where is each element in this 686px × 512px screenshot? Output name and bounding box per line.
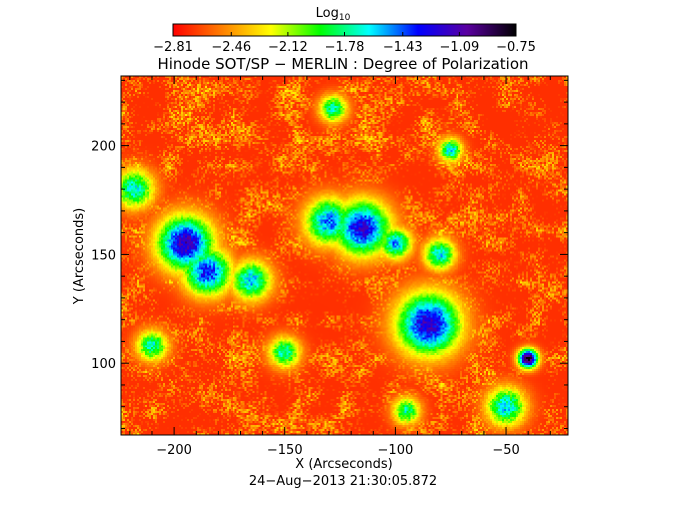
colorbar-tick-label: −0.75 — [496, 40, 536, 55]
chart-title: Hinode SOT/SP − MERLIN : Degree of Polar… — [157, 55, 528, 73]
heatmap-image — [121, 76, 568, 435]
colorbar-ticks: −2.81 −2.46 −2.12 −1.78 −1.43 −1.09 −0.75 — [153, 32, 536, 55]
timestamp: 24−Aug−2013 21:30:05.872 — [249, 474, 437, 489]
colorbar-label: Log10 — [316, 6, 351, 23]
colorbar-tick-label: −1.09 — [439, 40, 479, 55]
colorbar-tick-label: −2.81 — [153, 40, 193, 55]
y-tick-label: 200 — [91, 140, 116, 155]
colorbar-label-subscript: 10 — [339, 13, 351, 23]
plot-frame — [120, 75, 569, 436]
x-axis-ticks: −200 −150 −100 −50 — [129, 76, 551, 458]
y-axis-ticks: 100 150 200 — [91, 79, 568, 429]
colorbar-tick-label: −2.12 — [268, 40, 308, 55]
y-axis-label: Y (Arcseconds) — [72, 208, 87, 305]
colorbar-tick-label: −1.43 — [383, 40, 423, 55]
x-tick-label: −100 — [378, 443, 414, 458]
y-tick-label: 150 — [91, 248, 116, 263]
colorbar-tick-label: −1.78 — [325, 40, 365, 55]
x-tick-label: −150 — [267, 443, 303, 458]
y-tick-label: 100 — [91, 357, 116, 372]
x-tick-label: −200 — [156, 443, 192, 458]
x-tick-label: −50 — [492, 443, 519, 458]
x-axis-label: X (Arcseconds) — [295, 457, 392, 472]
colorbar-tick-label: −2.46 — [211, 40, 251, 55]
